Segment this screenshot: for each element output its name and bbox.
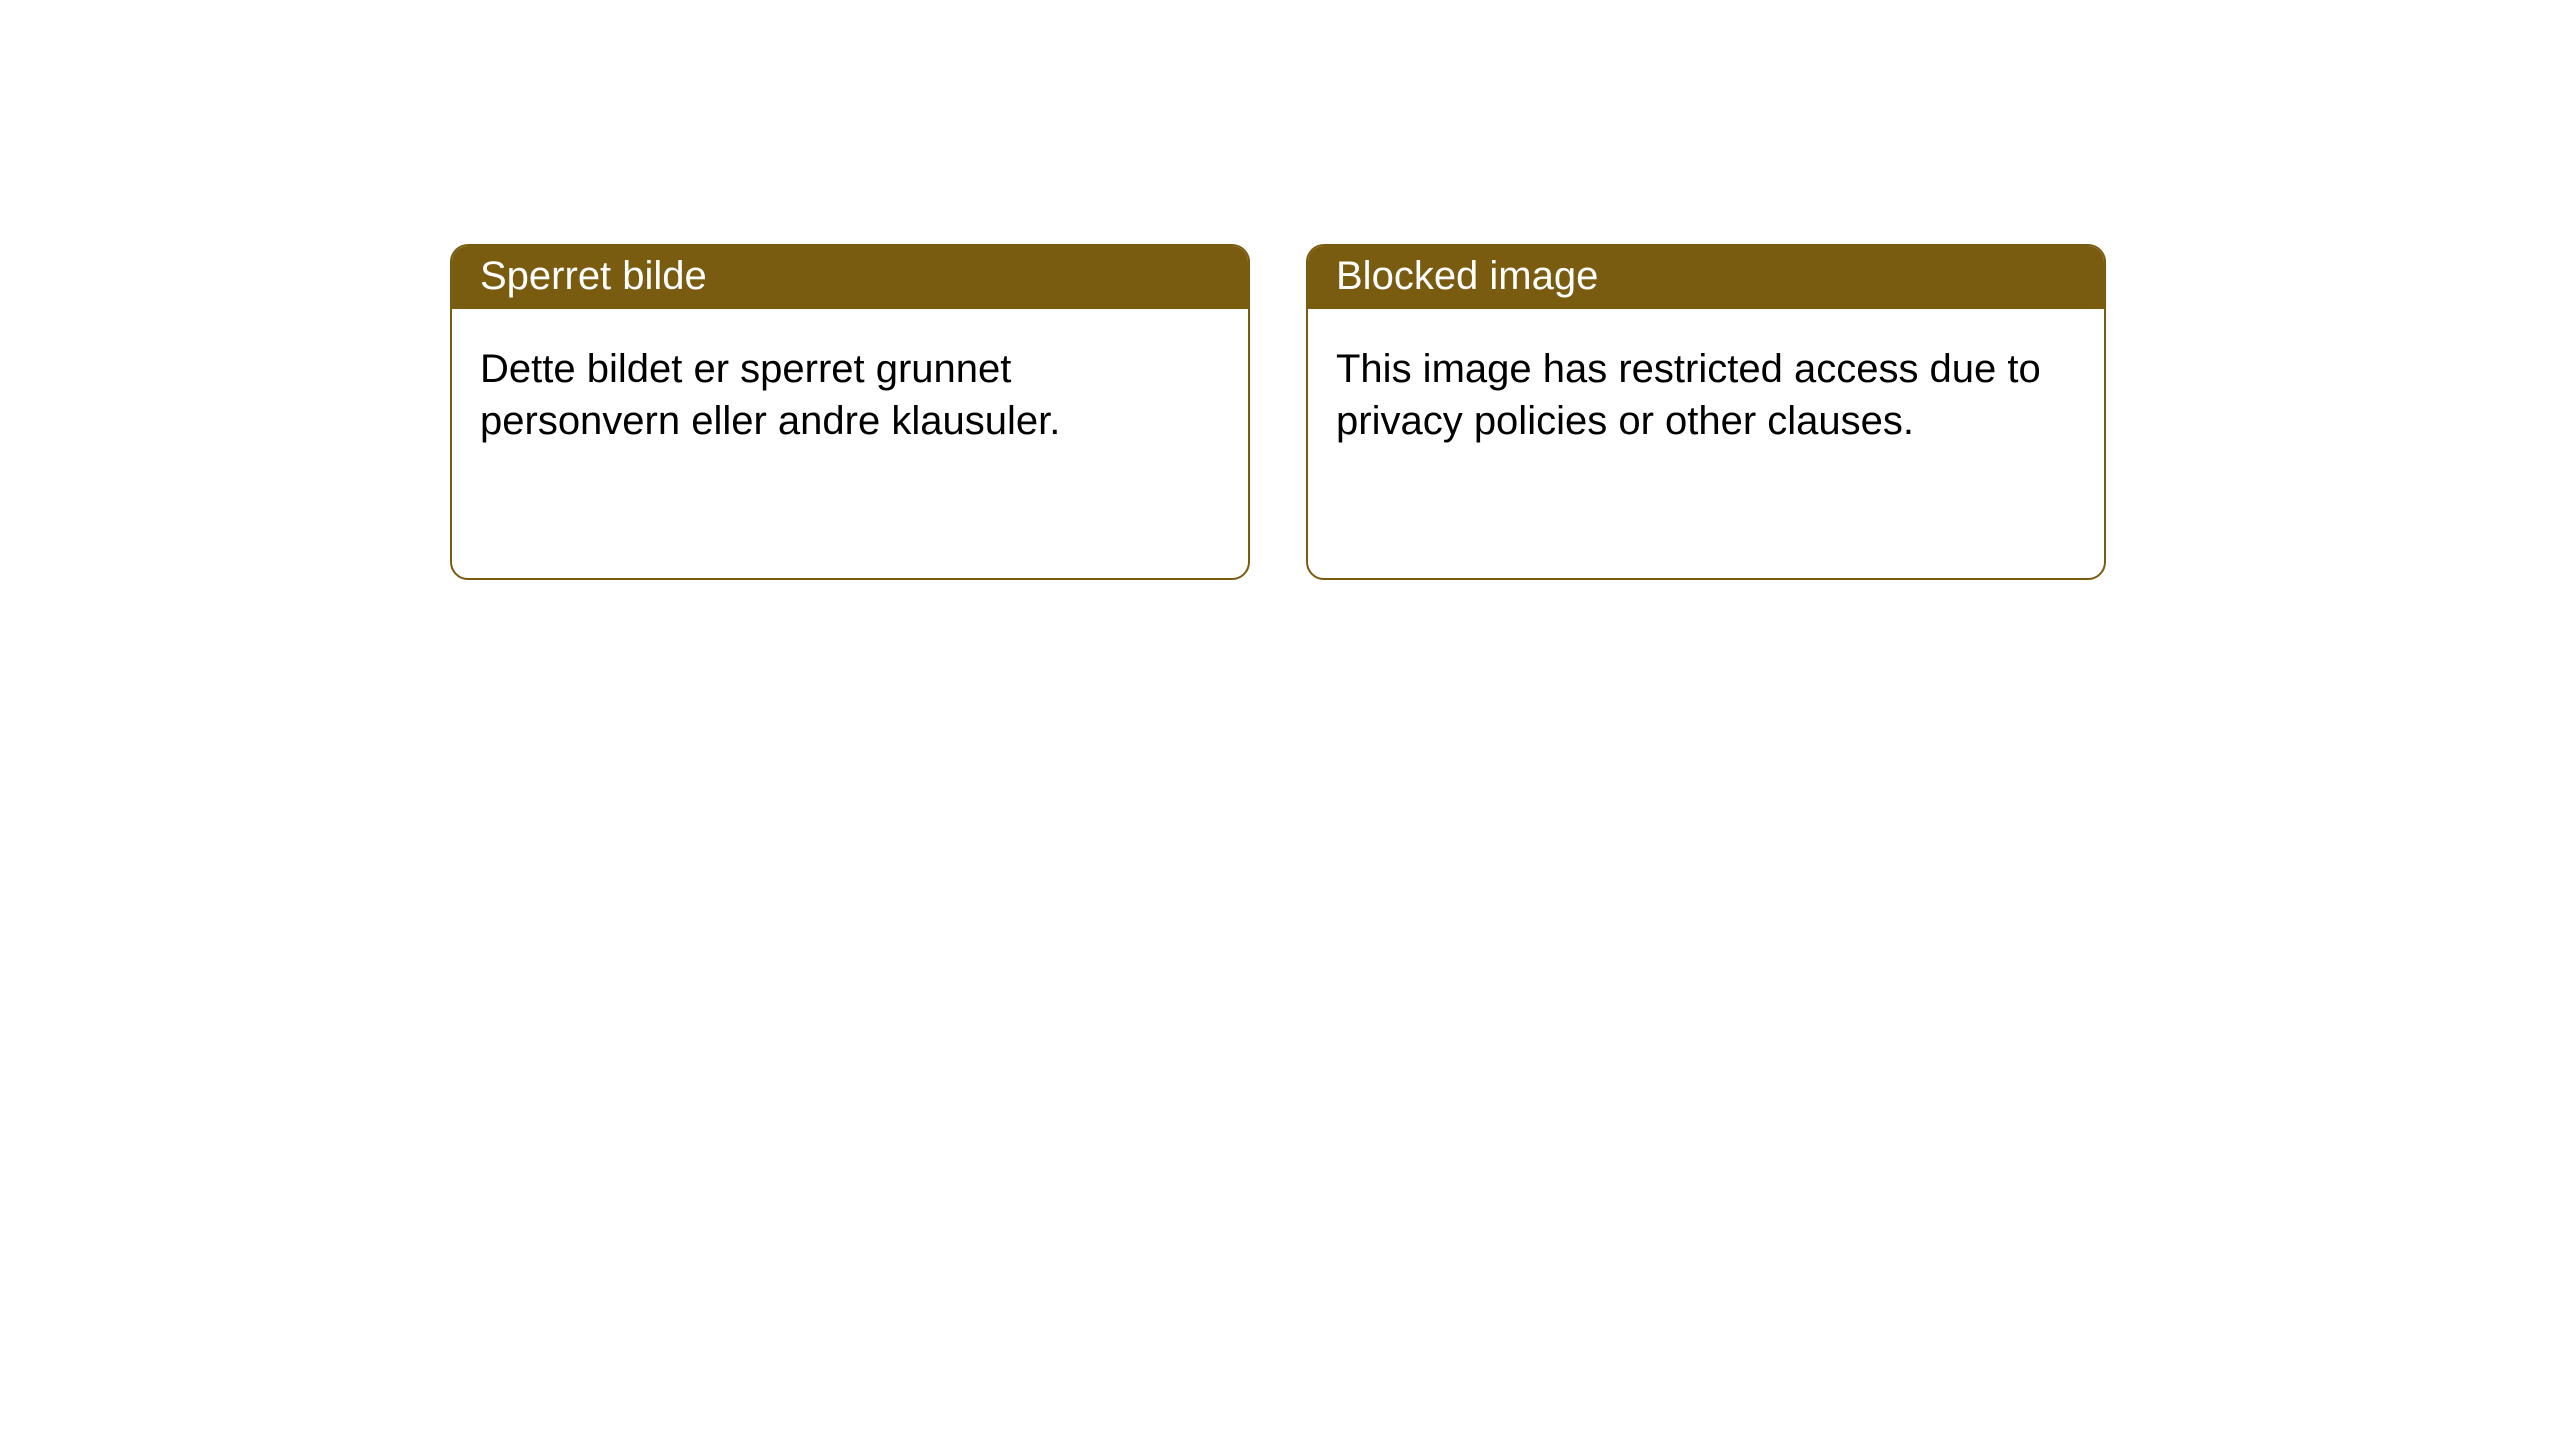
card-body: Dette bildet er sperret grunnet personve… [452,309,1248,481]
notice-container: Sperret bilde Dette bildet er sperret gr… [0,0,2560,580]
card-body: This image has restricted access due to … [1308,309,2104,481]
card-title: Blocked image [1308,246,2104,309]
notice-card-english: Blocked image This image has restricted … [1306,244,2106,580]
notice-card-norwegian: Sperret bilde Dette bildet er sperret gr… [450,244,1250,580]
card-title: Sperret bilde [452,246,1248,309]
